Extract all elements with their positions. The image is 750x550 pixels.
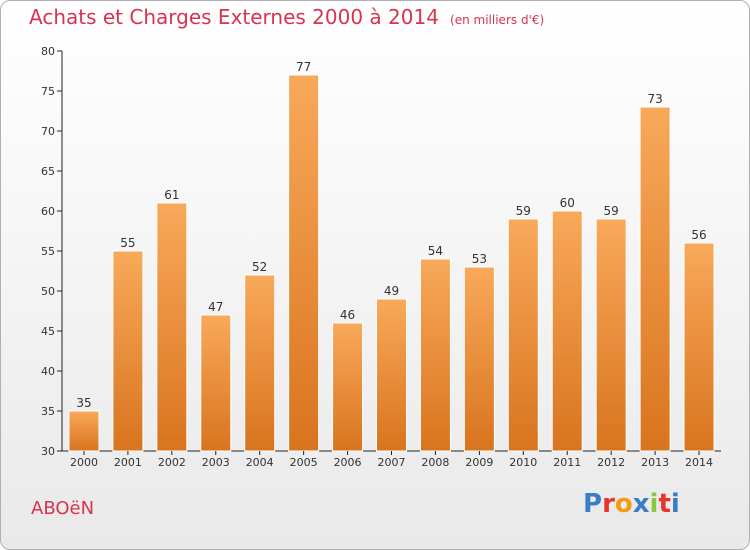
x-tick-label: 2001: [114, 456, 142, 469]
y-tick-label: 40: [41, 365, 55, 378]
chart-title: Achats et Charges Externes 2000 à 2014 (…: [29, 5, 544, 29]
x-tick-label: 2004: [246, 456, 274, 469]
y-tick-label: 60: [41, 205, 55, 218]
bar-value-label: 77: [296, 60, 311, 74]
bar: [288, 74, 320, 452]
logo-letter: o: [614, 489, 633, 519]
y-tick-label: 55: [41, 245, 55, 258]
y-tick-label: 35: [41, 405, 55, 418]
bar: [419, 258, 451, 452]
x-tick-label: 2010: [509, 456, 537, 469]
bar-value-label: 54: [428, 244, 443, 258]
bar: [463, 266, 495, 452]
y-tick-label: 80: [41, 45, 55, 58]
y-tick-label: 50: [41, 285, 55, 298]
logo-letter: r: [602, 489, 615, 519]
x-tick-label: 2011: [553, 456, 581, 469]
bar-value-label: 35: [76, 396, 91, 410]
bar-value-label: 60: [560, 196, 575, 210]
town-name: ABOëN: [31, 498, 95, 519]
x-tick-label: 2006: [334, 456, 362, 469]
bar-value-label: 56: [691, 228, 706, 242]
bar: [376, 298, 407, 452]
bar: [156, 202, 188, 452]
bar: [332, 322, 364, 452]
x-tick-label: 2007: [378, 456, 406, 469]
logo-letter: i: [670, 489, 680, 519]
chart-title-unit: (en milliers d'€): [450, 13, 545, 27]
bar: [244, 274, 276, 452]
logo-letter: x: [632, 489, 650, 519]
x-tick-label: 2013: [641, 456, 669, 469]
bar-value-label: 61: [164, 188, 179, 202]
chart-title-main: Achats et Charges Externes 2000 à 2014: [29, 5, 439, 29]
bar-value-label: 47: [208, 300, 223, 314]
logo-letter: t: [658, 489, 671, 519]
y-tick-label: 75: [41, 85, 55, 98]
x-tick-label: 2012: [597, 456, 625, 469]
bar: [68, 410, 100, 452]
bar-value-label: 49: [384, 284, 399, 298]
bar-value-label: 73: [647, 92, 662, 106]
bar-value-label: 52: [252, 260, 267, 274]
proxiti-logo: Proxiti: [583, 489, 680, 519]
y-tick-label: 65: [41, 165, 55, 178]
x-tick-label: 2003: [202, 456, 230, 469]
bar-value-label: 46: [340, 308, 355, 322]
bar: [639, 106, 671, 452]
bar: [200, 314, 232, 452]
x-tick-label: 2008: [421, 456, 449, 469]
logo-letter: P: [583, 489, 603, 519]
bar-value-label: 53: [472, 252, 487, 266]
y-tick-label: 30: [41, 445, 55, 458]
bar-value-label: 55: [120, 236, 135, 250]
x-tick-label: 2005: [290, 456, 318, 469]
bar-value-label: 59: [516, 204, 531, 218]
y-tick-label: 70: [41, 125, 55, 138]
bar: [551, 210, 583, 452]
y-tick-label: 45: [41, 325, 55, 338]
x-tick-label: 2014: [685, 456, 713, 469]
bar: [507, 218, 539, 452]
bar-value-label: 59: [604, 204, 619, 218]
bar: [595, 218, 627, 452]
bar: [683, 242, 715, 452]
logo-letter: i: [649, 489, 659, 519]
x-tick-label: 2000: [70, 456, 98, 469]
x-tick-label: 2002: [158, 456, 186, 469]
bar: [112, 250, 144, 452]
x-tick-label: 2009: [465, 456, 493, 469]
